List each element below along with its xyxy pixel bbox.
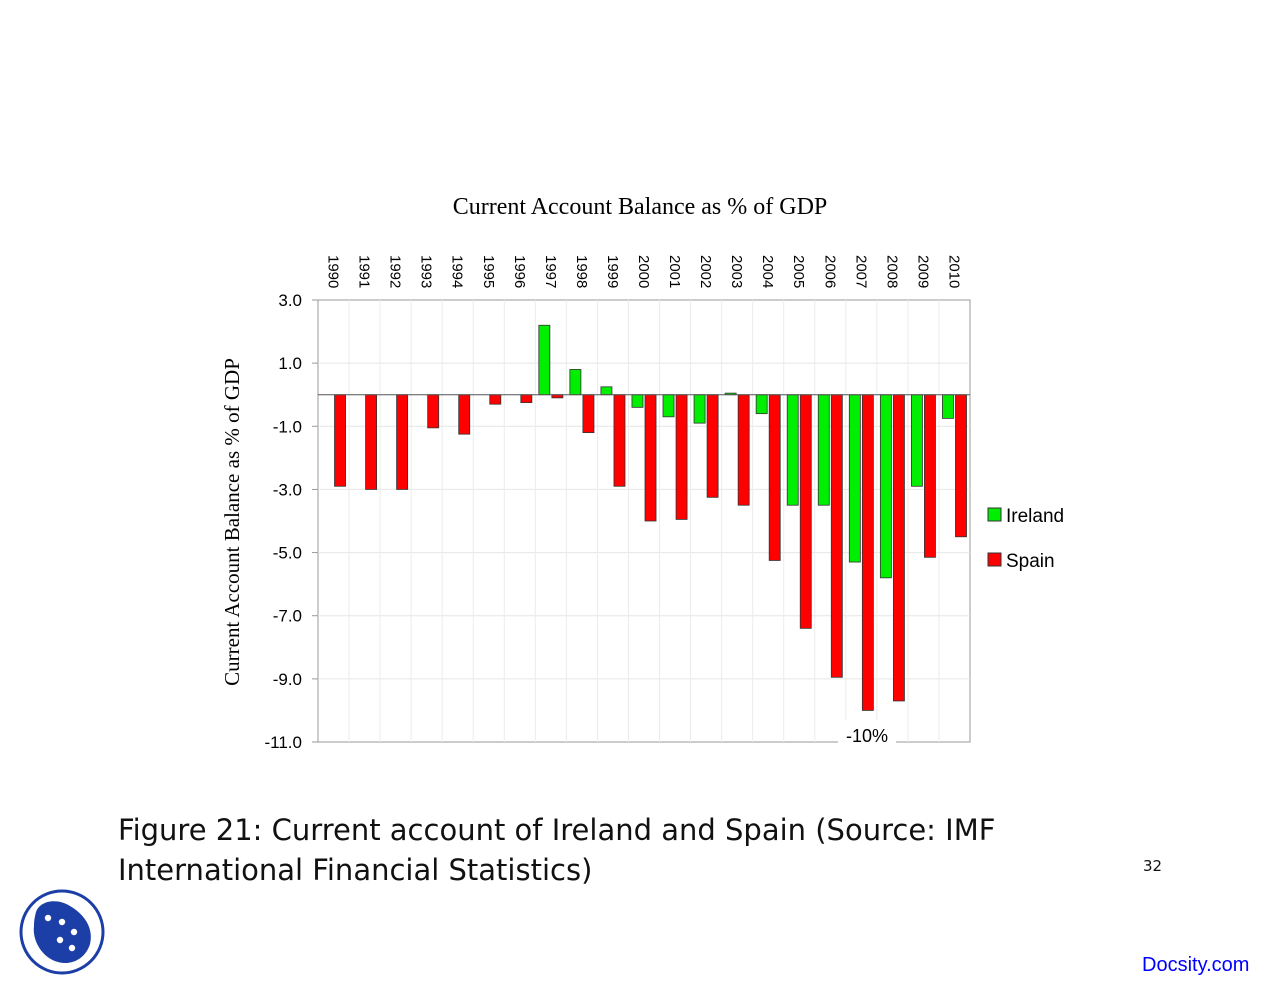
chart-title: Current Account Balance as % of GDP [453, 194, 828, 220]
y-tick-label: -7.0 [273, 607, 302, 626]
y-tick-labels: 3.0 1.0 -1.0 -3.0 -5.0 -7.0 -9.0 -11.0 [265, 291, 318, 752]
y-tick-label: -3.0 [273, 480, 302, 499]
legend-label-spain: Spain [1006, 551, 1055, 572]
y-tick-label: -9.0 [273, 670, 302, 689]
annotation: -10% [838, 720, 896, 750]
y-axis-label: Current Account Balance as % of GDP [220, 358, 244, 686]
bar-ireland-2008 [879, 394, 892, 579]
bar-spain-2006 [830, 394, 843, 678]
bar-ireland-2005 [786, 394, 799, 506]
page-number: 32 [1143, 857, 1163, 875]
bar-ireland-2009 [910, 394, 923, 487]
x-tick-label: 2010 [945, 255, 962, 288]
x-tick-label: 2000 [635, 255, 652, 288]
bar-spain-1992 [396, 394, 409, 490]
docsity-logo-icon [19, 889, 105, 975]
bar-ireland-2000 [631, 394, 644, 408]
bar-spain-1998 [582, 394, 595, 434]
bar-spain-2003 [737, 394, 750, 506]
bar-group [334, 324, 967, 711]
annotation-box [838, 720, 896, 750]
bar-spain-2007 [861, 394, 874, 711]
bar-spain-2010 [955, 394, 967, 538]
legend-label-ireland: Ireland [1006, 506, 1064, 527]
bar-spain-2004 [768, 394, 781, 561]
x-tick-labels: 1990 1991 1992 1993 1994 1995 1996 1997 1998 1999… [325, 255, 963, 288]
bar-spain-1999 [613, 394, 626, 487]
bar-ireland-2002 [693, 394, 706, 424]
x-tick-label: 2001 [666, 255, 683, 288]
x-tick-label: 2002 [697, 255, 714, 288]
bar-ireland-2010 [942, 394, 954, 419]
bar-ireland-2006 [817, 394, 830, 506]
bar-spain-1993 [427, 394, 440, 429]
annotation-label: -10% [846, 726, 888, 746]
y-tick-label: 1.0 [278, 354, 302, 373]
x-tick-label: 1990 [325, 255, 342, 288]
gridlines [318, 300, 970, 742]
x-tick-label: 2006 [821, 255, 838, 288]
x-tick-label: 1998 [573, 255, 590, 288]
y-tick-label: -11.0 [265, 733, 303, 752]
bar-spain-2002 [706, 394, 719, 498]
bar-spain-2000 [644, 394, 657, 522]
bar-spain-2009 [924, 394, 936, 558]
bar-spain-2008 [892, 394, 905, 702]
x-tick-label: 1996 [511, 255, 528, 288]
legend-swatch-spain [987, 552, 1002, 567]
x-tick-label: 2008 [883, 255, 900, 288]
y-tick-label: -5.0 [273, 544, 302, 563]
bar-ireland-2001 [662, 394, 675, 418]
bar-ireland-1998 [569, 369, 582, 396]
x-tick-label: 2003 [728, 255, 745, 288]
bar-ireland-1997 [538, 324, 551, 396]
y-tick-label: 3.0 [278, 291, 302, 310]
bar-ireland-2007 [848, 394, 861, 563]
bar-spain-1994 [458, 394, 471, 435]
y-tick-label: -1.0 [273, 417, 302, 436]
figure-caption: Figure 21: Current account of Ireland an… [118, 813, 996, 887]
x-tick-label: 2004 [759, 255, 776, 288]
bar-spain-1990 [334, 394, 346, 487]
bar-ireland-1999 [600, 386, 613, 396]
x-tick-label: 1994 [449, 255, 466, 288]
bar-spain-1995 [489, 394, 502, 405]
x-tick-label: 1999 [604, 255, 621, 288]
x-tick-label: 2007 [852, 255, 869, 288]
x-tick-label: 2005 [790, 255, 807, 288]
legend: Ireland Spain [987, 506, 1064, 572]
x-tick-label: 2009 [914, 255, 931, 288]
x-tick-label: 1992 [387, 255, 404, 288]
x-tick-label: 1995 [480, 255, 497, 288]
x-tick-label: 1997 [542, 255, 559, 288]
bar-spain-2005 [799, 394, 812, 629]
chart: Current Account Balance as % of GDP Curr… [220, 194, 1064, 752]
bar-spain-1996 [520, 394, 533, 404]
bar-spain-1991 [365, 394, 378, 490]
x-tick-label: 1991 [356, 255, 373, 288]
x-tick-label: 1993 [418, 255, 435, 288]
legend-swatch-ireland [987, 507, 1002, 522]
plot-area [317, 299, 971, 743]
docsity-link[interactable]: Docsity.com [1142, 954, 1250, 976]
bar-ireland-2004 [755, 394, 768, 415]
bar-spain-2001 [675, 394, 688, 520]
